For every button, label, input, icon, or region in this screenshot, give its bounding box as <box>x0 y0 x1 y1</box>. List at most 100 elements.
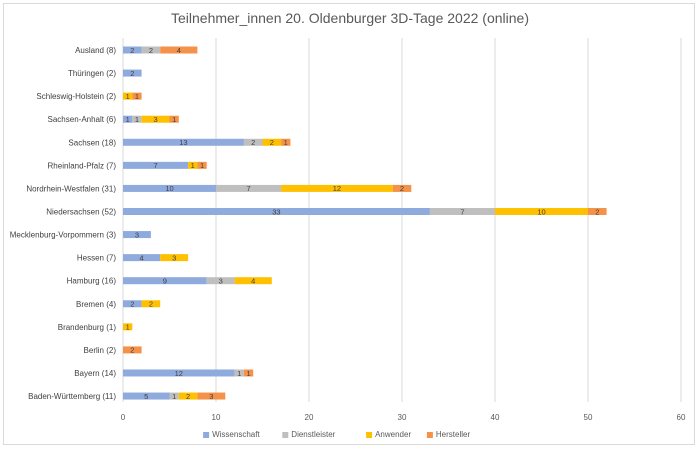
bar-4-0 <box>123 138 244 146</box>
bar-6-2 <box>281 184 393 192</box>
bar-6-1 <box>216 184 282 192</box>
data-label-0-3: 4 <box>177 46 181 55</box>
legend-swatch-0 <box>203 432 210 438</box>
category-label-5: Rheinland-Pfalz (7) <box>48 161 117 170</box>
bar-5-3 <box>197 161 207 169</box>
bar-6-3 <box>392 184 412 192</box>
category-label-8: Mecklenburg-Vorpommern (3) <box>10 231 117 240</box>
data-label-9-2: 3 <box>172 253 176 262</box>
bar-2-3 <box>132 92 142 100</box>
bar-5-0 <box>123 161 189 169</box>
bar-11-0 <box>123 300 142 308</box>
legend: Wissenschaft Dienstleister Anwender Herstel… <box>203 430 470 439</box>
x-tick-label-30: 30 <box>398 413 407 422</box>
bar-7-0 <box>123 207 430 215</box>
category-label-3: Sachsen-Anhalt (6) <box>48 115 117 124</box>
data-label-11-0: 2 <box>130 300 134 309</box>
bar-10-0 <box>123 277 207 285</box>
legend-label-2: Anwender <box>375 430 411 439</box>
bar-0-0 <box>123 46 142 54</box>
bar-4-3 <box>281 138 291 146</box>
bar-2-2 <box>123 92 133 100</box>
gridlines <box>122 38 682 402</box>
legend-label-3: Hersteller <box>436 430 471 439</box>
x-tick-label-40: 40 <box>491 413 500 422</box>
legend-label-1: Dienstleister <box>291 430 335 439</box>
data-label-10-1: 3 <box>219 277 223 286</box>
bar-6-0 <box>123 184 216 192</box>
data-label-1-0: 2 <box>130 69 134 78</box>
bar-3-2 <box>141 115 170 123</box>
bar-14-3 <box>243 369 254 377</box>
data-label-2-3: 1 <box>135 92 139 101</box>
bar-4-2 <box>262 138 282 146</box>
data-label-14-0: 12 <box>175 369 183 378</box>
bar-14-1 <box>234 369 244 377</box>
data-label-3-3: 1 <box>172 115 176 124</box>
bar-7-3 <box>588 207 607 215</box>
bar-11-2 <box>141 300 161 308</box>
category-label-10: Hamburg (16) <box>67 277 117 286</box>
data-label-8-0: 3 <box>135 230 139 239</box>
bar-15-1 <box>169 392 179 400</box>
data-label-11-2: 2 <box>149 300 153 309</box>
data-label-7-0: 33 <box>272 207 280 216</box>
data-label-15-0: 5 <box>144 392 148 401</box>
category-label-14: Bayern (14) <box>74 369 116 378</box>
bar-12-2 <box>123 323 133 331</box>
data-label-9-0: 4 <box>140 253 144 262</box>
bar-10-2 <box>234 277 272 285</box>
x-tick-label-60: 60 <box>677 413 686 422</box>
data-label-4-0: 13 <box>179 138 187 147</box>
bar-8-0 <box>123 231 151 239</box>
data-label-14-3: 1 <box>246 369 250 378</box>
category-label-4: Sachsen (18) <box>68 138 116 147</box>
x-tick-label-0: 0 <box>121 413 126 422</box>
legend-label-0: Wissenschaft <box>212 430 260 439</box>
data-label-6-0: 10 <box>165 184 173 193</box>
data-label-0-1: 2 <box>149 46 153 55</box>
bar-5-2 <box>188 161 198 169</box>
data-label-4-2: 2 <box>270 138 274 147</box>
bars <box>123 46 607 400</box>
category-label-6: Nordrhein-Westfalen (31) <box>26 184 116 193</box>
bar-15-0 <box>123 392 170 400</box>
data-label-10-0: 9 <box>163 277 167 286</box>
category-label-12: Brandenburg (1) <box>58 323 117 332</box>
x-tick-label-10: 10 <box>212 413 221 422</box>
category-axis: Ausland (8) Thüringen (2) Schleswig-Holste… <box>10 46 117 401</box>
legend-swatch-3 <box>426 432 433 438</box>
chart-frame <box>3 3 695 445</box>
bar-3-1 <box>132 115 142 123</box>
legend-swatch-1 <box>282 432 289 438</box>
bar-7-2 <box>495 207 588 215</box>
data-label-13-3: 2 <box>130 346 134 355</box>
data-label-3-1: 1 <box>135 115 139 124</box>
bar-15-3 <box>197 392 226 400</box>
legend-swatch-2 <box>366 432 373 438</box>
bar-4-1 <box>243 138 263 146</box>
data-label-5-3: 1 <box>200 161 204 170</box>
bar-9-0 <box>123 254 161 262</box>
data-label-7-2: 10 <box>537 207 545 216</box>
data-label-6-1: 7 <box>246 184 250 193</box>
data-label-4-1: 2 <box>251 138 255 147</box>
data-label-10-2: 4 <box>251 277 255 286</box>
data-label-3-0: 1 <box>126 115 130 124</box>
category-label-2: Schleswig-Holstein (2) <box>36 92 116 101</box>
data-label-15-2: 2 <box>186 392 190 401</box>
category-label-0: Ausland (8) <box>75 46 116 55</box>
data-label-6-3: 2 <box>400 184 404 193</box>
data-label-0-0: 2 <box>130 46 134 55</box>
data-label-7-1: 7 <box>460 207 464 216</box>
data-label-5-2: 1 <box>191 161 195 170</box>
category-label-9: Hessen (7) <box>77 254 116 263</box>
data-label-3-2: 3 <box>153 115 157 124</box>
category-label-13: Berlin (2) <box>84 346 117 355</box>
category-label-11: Bremen (4) <box>76 300 116 309</box>
chart-title: Teilnehmer_innen 20. Oldenburger 3D-Tage… <box>171 10 529 26</box>
category-label-15: Baden-Württemberg (11) <box>28 392 116 401</box>
x-tick-label-20: 20 <box>305 413 314 422</box>
bar-7-1 <box>429 207 495 215</box>
